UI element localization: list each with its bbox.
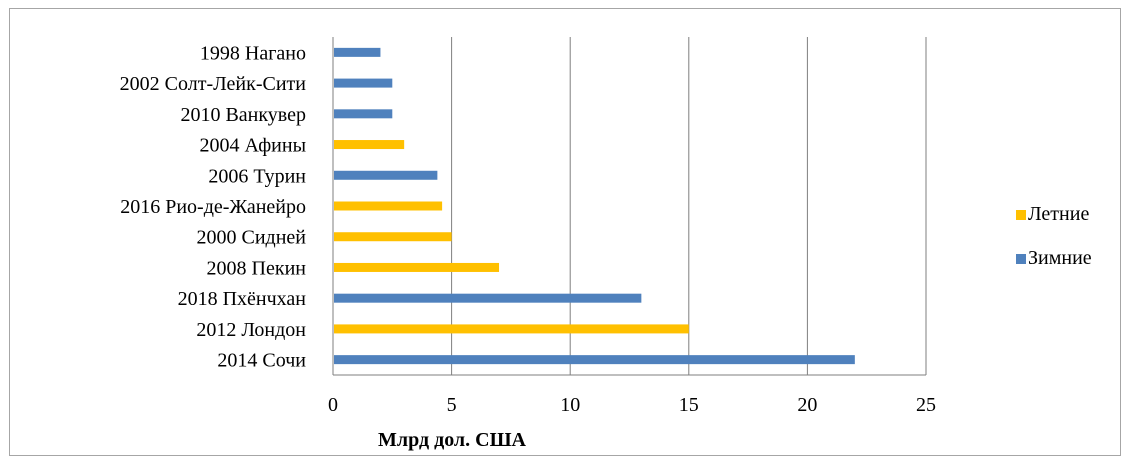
bars	[334, 47, 855, 365]
category-label: 2000 Сидней	[196, 227, 306, 249]
x-axis-title: Млрд дол. США	[378, 429, 527, 451]
x-tick-label: 5	[447, 394, 457, 416]
bar	[334, 201, 443, 211]
legend-swatch	[1016, 210, 1026, 220]
x-tick-label: 0	[328, 394, 338, 416]
x-tick-label: 10	[560, 394, 580, 416]
x-tick-label: 25	[916, 394, 936, 416]
bar	[334, 355, 855, 365]
category-label: 1998 Нагано	[200, 42, 306, 64]
category-label: 2010 Ванкувер	[180, 104, 306, 126]
bar	[334, 232, 452, 242]
category-label: 2008 Пекин	[207, 257, 307, 279]
x-tick-label: 20	[797, 394, 817, 416]
x-tick-labels: 0 5 10 15 20 25	[328, 394, 936, 416]
category-label: 2018 Пхёнчхан	[178, 288, 307, 310]
legend-item: Летние	[1016, 203, 1089, 225]
bar	[334, 293, 642, 303]
bar	[334, 262, 500, 272]
category-label: 2016 Рио-де-Жанейро	[120, 196, 306, 218]
axes	[332, 37, 926, 376]
legend-item: Зимние	[1016, 247, 1092, 269]
bar	[334, 170, 438, 180]
legend-label: Летние	[1028, 203, 1089, 225]
category-label: 2014 Сочи	[217, 350, 306, 372]
category-label: 2012 Лондон	[196, 319, 306, 341]
x-tick-label: 15	[679, 394, 699, 416]
chart-frame	[9, 8, 1121, 456]
category-labels: 1998 Нагано 2002 Солт-Лейк-Сити 2010 Ванку…	[120, 42, 307, 371]
bar	[334, 324, 689, 334]
category-label: 2004 Афины	[200, 135, 306, 157]
bar	[334, 47, 381, 57]
bar	[334, 109, 393, 119]
bar	[334, 140, 405, 150]
legend-swatch	[1016, 254, 1026, 264]
bar	[334, 78, 393, 88]
legend-label: Зимние	[1028, 247, 1092, 269]
category-label: 2002 Солт-Лейк-Сити	[120, 73, 307, 95]
gridlines	[451, 37, 927, 375]
legend: Летние Зимние	[1016, 203, 1092, 269]
category-label: 2006 Турин	[208, 165, 306, 187]
